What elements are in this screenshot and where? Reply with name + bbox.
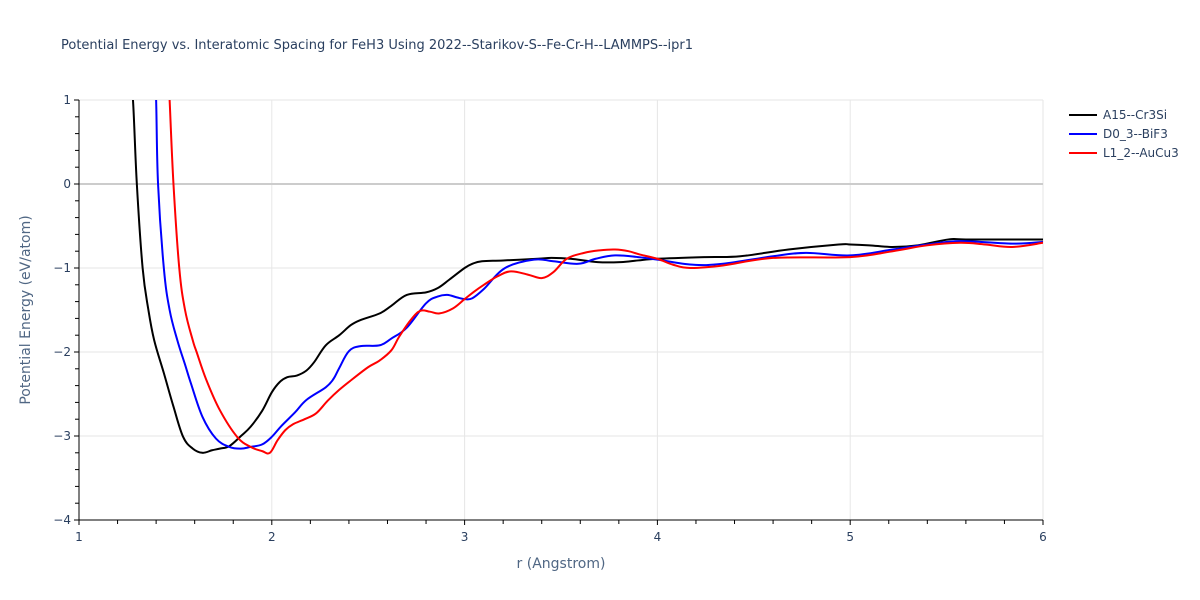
grid (79, 99, 1044, 520)
legend-label: A15--Cr3Si (1103, 108, 1167, 122)
axes: 1 2 3 4 5 6 1 0 −1 −2 −3 −4 (53, 93, 1047, 544)
x-tick-label: 6 (1039, 530, 1047, 544)
x-tick-label: 3 (461, 530, 469, 544)
x-axis-title: r (Angstrom) (517, 556, 606, 572)
legend-label: L1_2--AuCu3 (1103, 146, 1179, 160)
y-tick-label: −3 (53, 429, 71, 443)
legend-item-d0-3-bif3[interactable]: D0_3--BiF3 (1069, 127, 1168, 141)
y-tick-label: 1 (63, 93, 71, 107)
legend-item-l1-2-aucu3[interactable]: L1_2--AuCu3 (1069, 146, 1179, 160)
y-axis-title: Potential Energy (eV/atom) (18, 215, 34, 404)
series-line-l1-2-aucu3[interactable] (168, 58, 1043, 455)
chart-title: Potential Energy vs. Interatomic Spacing… (61, 38, 693, 53)
legend-item-a15-cr3si[interactable]: A15--Cr3Si (1069, 108, 1167, 122)
plot-area (129, 58, 1043, 455)
y-tick-label: −2 (53, 345, 71, 359)
y-tick-label: 0 (63, 177, 71, 191)
x-tick-label: 5 (846, 530, 854, 544)
legend: A15--Cr3Si D0_3--BiF3 L1_2--AuCu3 (1069, 108, 1179, 160)
y-tick-label: −4 (53, 513, 71, 527)
x-tick-label: 1 (75, 530, 83, 544)
legend-label: D0_3--BiF3 (1103, 127, 1168, 141)
x-tick-label: 2 (268, 530, 276, 544)
x-tick-label: 4 (654, 530, 662, 544)
y-tick-label: −1 (53, 261, 71, 275)
series-line-d0-3-bif3[interactable] (154, 58, 1043, 450)
series-line-a15-cr3si[interactable] (129, 58, 1043, 454)
